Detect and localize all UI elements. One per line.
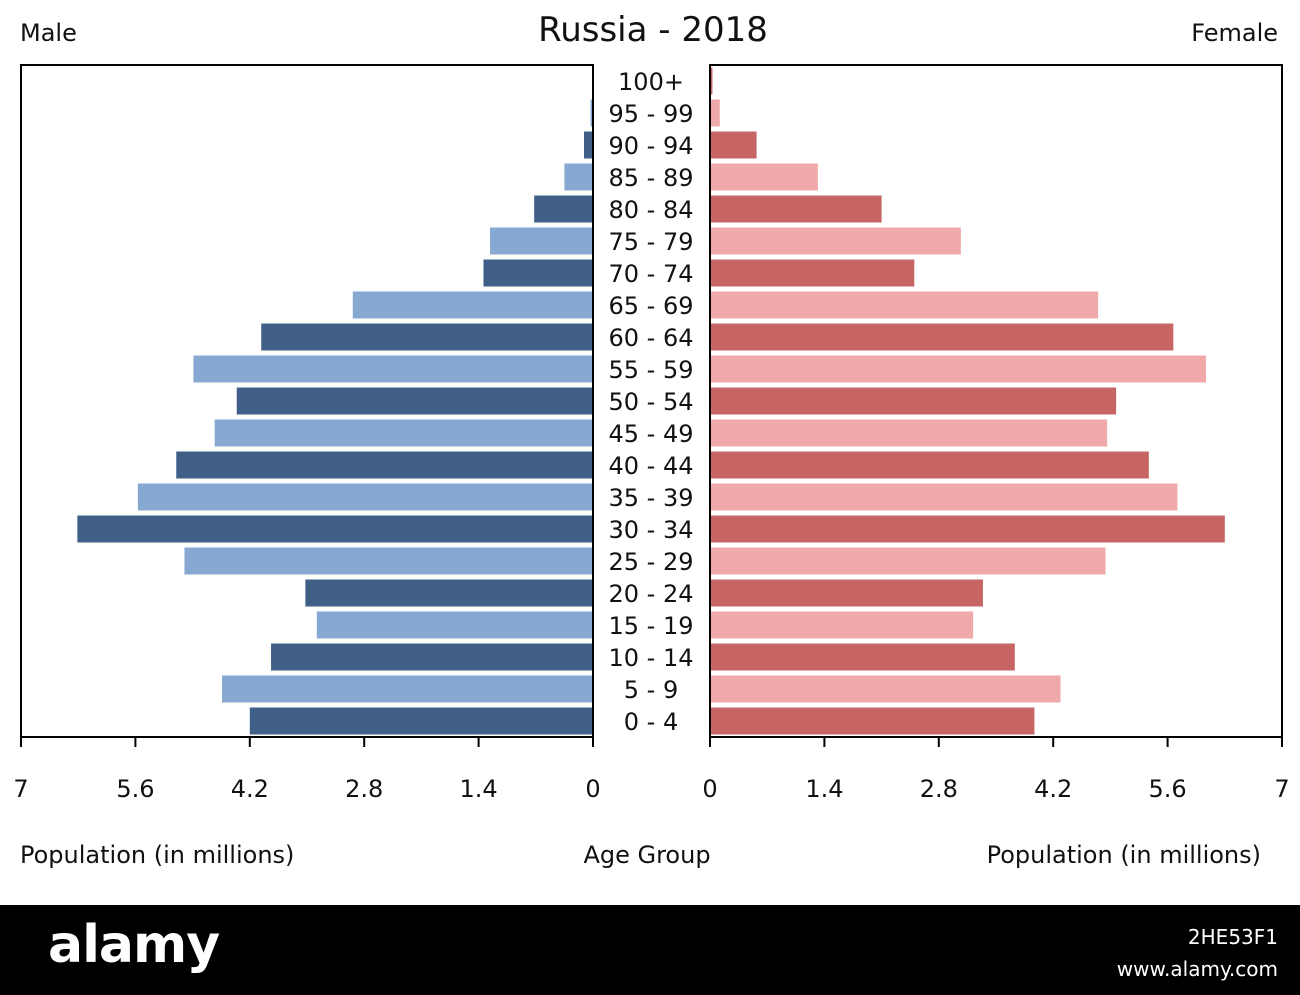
male-bar xyxy=(584,131,593,159)
female-label: Female xyxy=(1191,19,1278,47)
age-group-label: 20 - 24 xyxy=(609,580,694,608)
age-group-label: 70 - 74 xyxy=(609,260,694,288)
male-bars xyxy=(77,67,594,735)
age-group-label: 5 - 9 xyxy=(624,676,678,704)
x-tick-label: 7 xyxy=(13,775,28,803)
age-group-label: 95 - 99 xyxy=(609,100,694,128)
age-group-label: 80 - 84 xyxy=(609,196,694,224)
female-bar xyxy=(710,99,720,127)
male-x-axis-title: Population (in millions) xyxy=(20,841,294,869)
age-group-label: 60 - 64 xyxy=(609,324,694,352)
male-bar xyxy=(534,195,593,223)
female-bar xyxy=(710,451,1149,479)
male-bar xyxy=(590,99,593,127)
age-group-label: 35 - 39 xyxy=(609,484,694,512)
female-bar xyxy=(710,643,1015,671)
male-bar xyxy=(137,483,593,511)
male-bar xyxy=(490,227,593,255)
chart-title: Russia - 2018 xyxy=(538,10,768,50)
age-group-label: 100+ xyxy=(618,68,684,96)
x-tick-label: 5.6 xyxy=(116,775,154,803)
male-label: Male xyxy=(20,19,77,47)
age-group-label: 10 - 14 xyxy=(609,644,694,672)
female-x-axis: 0 1.4 2.8 4.2 5.6 7 xyxy=(702,737,1290,803)
age-group-label: 50 - 54 xyxy=(609,388,694,416)
male-bar xyxy=(564,163,593,191)
age-group-labels: 100+ 95 - 99 90 - 94 85 - 89 80 - 84 75 - 79 7… xyxy=(609,68,694,736)
male-bar xyxy=(316,611,593,639)
female-bar xyxy=(710,195,882,223)
female-bar xyxy=(710,483,1178,511)
x-tick-label: 4.2 xyxy=(1034,775,1072,803)
male-bar xyxy=(271,643,593,671)
population-pyramid-chart: Russia - 2018 Male Female 100+ 95 - 99 90 … xyxy=(13,10,1290,869)
male-bar xyxy=(261,323,593,351)
age-group-label: 45 - 49 xyxy=(609,420,694,448)
male-bar xyxy=(193,355,593,383)
age-group-label: 30 - 34 xyxy=(609,516,694,544)
female-bar xyxy=(710,355,1207,383)
male-bar xyxy=(77,515,593,543)
male-bar xyxy=(222,675,593,703)
male-bar xyxy=(176,451,593,479)
watermark-url: www.alamy.com xyxy=(1116,957,1278,981)
female-x-axis-title: Population (in millions) xyxy=(987,841,1261,869)
watermark-image-id: 2HE53F1 xyxy=(1187,925,1278,949)
male-bar xyxy=(249,707,594,735)
x-tick-label: 7 xyxy=(1274,775,1289,803)
male-bar xyxy=(483,259,593,287)
female-bar xyxy=(710,611,974,639)
x-tick-label: 2.8 xyxy=(920,775,958,803)
female-bars xyxy=(710,67,1225,735)
age-group-label: 25 - 29 xyxy=(609,548,694,576)
female-bar xyxy=(710,67,713,95)
female-bar xyxy=(710,323,1174,351)
female-bar xyxy=(710,387,1117,415)
male-x-axis: 7 5.6 4.2 2.8 1.4 0 xyxy=(13,737,601,803)
x-tick-label: 0 xyxy=(702,775,717,803)
male-bar xyxy=(214,419,594,447)
female-bar xyxy=(710,675,1061,703)
age-group-label: 90 - 94 xyxy=(609,132,694,160)
female-bar xyxy=(710,707,1035,735)
age-group-label: 15 - 19 xyxy=(609,612,694,640)
female-bar xyxy=(710,419,1108,447)
male-bar xyxy=(184,547,593,575)
female-bar xyxy=(710,547,1106,575)
age-group-label: 75 - 79 xyxy=(609,228,694,256)
female-bar xyxy=(710,579,983,607)
age-group-label: 85 - 89 xyxy=(609,164,694,192)
x-tick-label: 0 xyxy=(585,775,600,803)
male-bar xyxy=(305,579,593,607)
age-group-label: 55 - 59 xyxy=(609,356,694,384)
age-group-axis-title: Age Group xyxy=(583,841,710,869)
female-bar xyxy=(710,291,1099,319)
female-plot-frame xyxy=(709,64,1283,738)
age-group-label: 40 - 44 xyxy=(609,452,694,480)
age-group-label: 0 - 4 xyxy=(624,708,678,736)
female-bar xyxy=(710,131,757,159)
male-plot-frame xyxy=(20,64,594,738)
age-group-label: 65 - 69 xyxy=(609,292,694,320)
male-bar xyxy=(236,387,593,415)
female-bar xyxy=(710,163,818,191)
x-tick-label: 2.8 xyxy=(345,775,383,803)
female-bar xyxy=(710,515,1225,543)
female-bar xyxy=(710,259,915,287)
x-tick-label: 1.4 xyxy=(805,775,843,803)
x-tick-label: 1.4 xyxy=(460,775,498,803)
x-tick-label: 4.2 xyxy=(231,775,269,803)
watermark-band: alamy 2HE53F1 www.alamy.com xyxy=(0,905,1300,995)
male-bar xyxy=(352,291,593,319)
x-tick-label: 5.6 xyxy=(1149,775,1187,803)
alamy-logo: alamy xyxy=(48,915,220,975)
female-bar xyxy=(710,227,961,255)
